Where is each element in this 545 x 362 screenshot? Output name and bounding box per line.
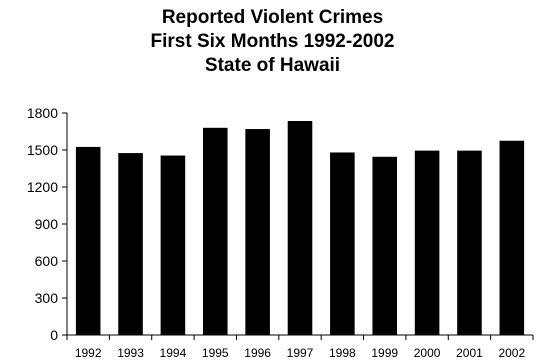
chart-title: Reported Violent Crimes First Six Months…	[0, 6, 545, 78]
bar-1995	[202, 127, 228, 335]
x-tick-label: 1998	[329, 346, 356, 360]
x-tick-label: 1996	[244, 346, 271, 360]
x-tick-label: 2001	[456, 346, 483, 360]
x-tick-label: 2000	[414, 346, 441, 360]
y-tick-label: 1800	[27, 105, 58, 121]
bar-1999	[372, 156, 398, 335]
chart-title-line-1: Reported Violent Crimes	[161, 7, 384, 28]
y-tick-label: 0	[50, 327, 58, 343]
bar-1994	[160, 155, 186, 335]
y-tick-label: 600	[35, 253, 59, 269]
x-tick-label: 1994	[160, 346, 187, 360]
bar-1997	[287, 121, 313, 336]
y-tick-label: 1500	[27, 142, 58, 158]
bar-2000	[414, 150, 440, 335]
y-tick-label: 300	[35, 290, 59, 306]
y-tick-label: 1200	[27, 179, 58, 195]
x-tick-label: 1992	[75, 346, 102, 360]
bar-1996	[245, 129, 270, 335]
bar-1992	[75, 146, 101, 335]
y-tick-label: 900	[35, 216, 59, 232]
chart-title-line-3: State of Hawaii	[204, 55, 341, 76]
x-tick-label: 1995	[202, 346, 229, 360]
chart-title-line-2: First Six Months 1992-2002	[150, 31, 395, 52]
bar-1993	[118, 153, 143, 335]
bar-2001	[457, 150, 482, 335]
x-tick-label: 1993	[117, 346, 144, 360]
x-tick-label: 1997	[287, 346, 314, 360]
bar-1998	[330, 152, 355, 335]
bar-2002	[499, 140, 525, 335]
x-tick-label: 2002	[498, 346, 525, 360]
x-tick-label: 1999	[371, 346, 398, 360]
